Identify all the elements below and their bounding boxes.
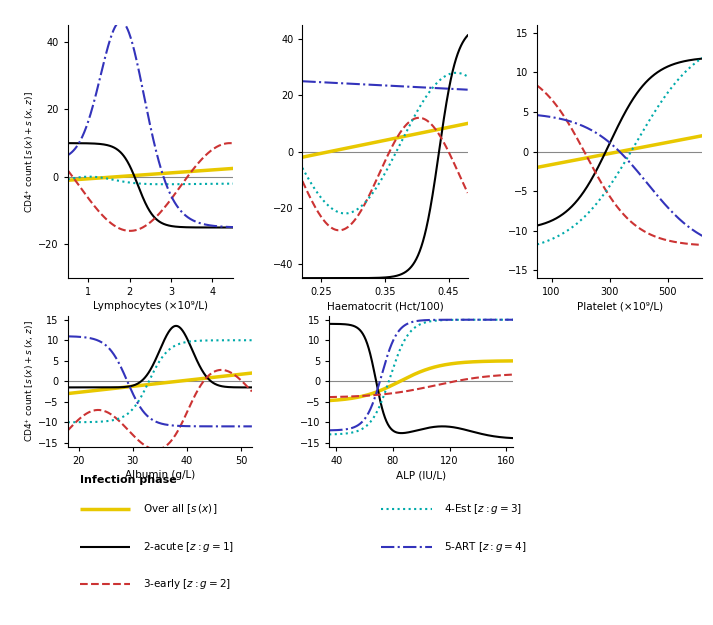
X-axis label: Albumin (g/L): Albumin (g/L) xyxy=(125,470,195,480)
X-axis label: ALP (IU/L): ALP (IU/L) xyxy=(396,470,446,480)
Text: 2-acute [$z : g = 1$]: 2-acute [$z : g = 1$] xyxy=(143,540,234,554)
Y-axis label: CD4⁺ count [$s\,(x) + s\,(x,\,z)$]: CD4⁺ count [$s\,(x) + s\,(x,\,z)$] xyxy=(24,320,36,442)
Text: Infection phase: Infection phase xyxy=(81,475,177,485)
Text: 5-ART [$z : g = 4$]: 5-ART [$z : g = 4$] xyxy=(444,540,527,554)
X-axis label: Haematocrit (Hct/100): Haematocrit (Hct/100) xyxy=(327,301,443,311)
Text: 3-early [$z : g = 2$]: 3-early [$z : g = 2$] xyxy=(143,578,231,591)
X-axis label: Lymphocytes (×10⁹/L): Lymphocytes (×10⁹/L) xyxy=(93,301,208,311)
Y-axis label: CD4⁺ count [$s\,(x) + s\,(x,\,z)$]: CD4⁺ count [$s\,(x) + s\,(x,\,z)$] xyxy=(24,91,36,213)
Text: 4-Est [$z : g = 3$]: 4-Est [$z : g = 3$] xyxy=(444,503,522,516)
Text: Over all [$s\,(x)$]: Over all [$s\,(x)$] xyxy=(143,503,217,516)
X-axis label: Platelet (×10⁹/L): Platelet (×10⁹/L) xyxy=(577,301,663,311)
